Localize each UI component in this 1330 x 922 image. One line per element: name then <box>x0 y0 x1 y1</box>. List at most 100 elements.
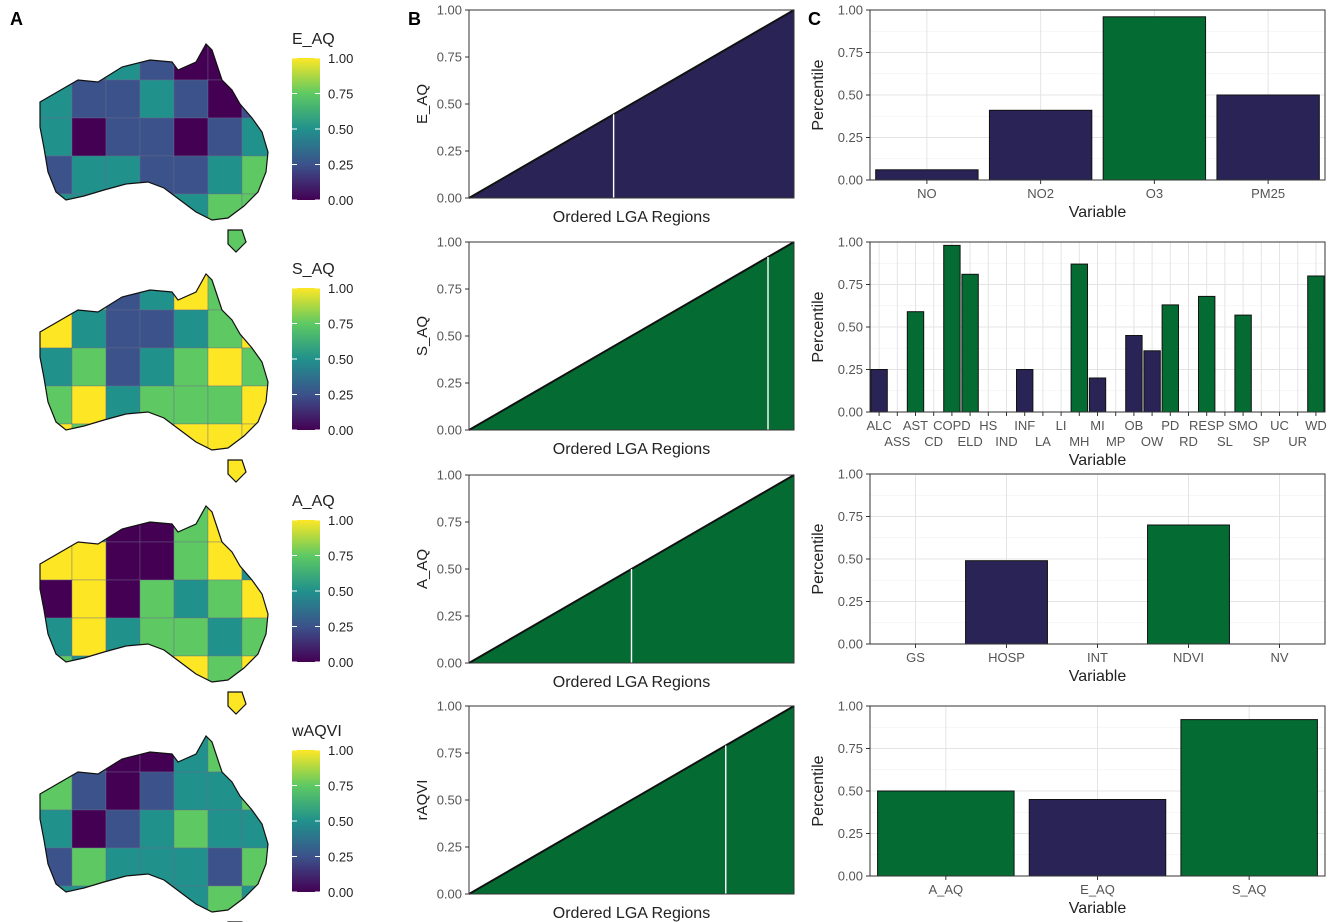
x-axis-label: Ordered LGA Regions <box>553 905 710 922</box>
map-region <box>241 579 268 619</box>
x-tick-label: UC <box>1270 418 1289 433</box>
y-tick-label: 0.00 <box>437 191 462 206</box>
bar <box>1088 377 1107 413</box>
x-axis-label: Variable <box>1069 668 1127 685</box>
map-region <box>40 117 73 157</box>
y-tick-label: 0.50 <box>838 552 863 567</box>
map-region <box>71 579 107 619</box>
map-region <box>71 809 107 849</box>
y-tick-label: 0.75 <box>838 277 863 292</box>
y-tick-label: 0.75 <box>838 509 863 524</box>
colorbar-tick-label: 0.00 <box>328 423 353 438</box>
map-region <box>71 617 107 657</box>
map-region <box>207 809 243 849</box>
y-tick-label: 0.75 <box>437 515 462 530</box>
x-tick-label: RESP <box>1189 418 1224 433</box>
colorbar-tick-label: 0.50 <box>328 122 353 137</box>
y-tick-label: 0.75 <box>838 45 863 60</box>
map-region <box>207 193 243 233</box>
x-axis-label: Variable <box>1069 204 1127 221</box>
choropleth-map-2: S_AQ 1.00 0.75 0.50 0.25 0.00 <box>39 261 353 483</box>
map-region <box>71 309 107 349</box>
y-tick-label: 0.00 <box>437 423 462 438</box>
x-tick-label: PM25 <box>1251 186 1285 201</box>
map-region <box>71 385 107 425</box>
x-tick-label: NO2 <box>1027 186 1054 201</box>
percentile-bar-panels: 0.00 0.25 0.50 0.75 1.00 NO NO2 O3 PM25 Variable P… <box>810 3 1327 918</box>
map-region <box>139 541 175 581</box>
area-chart-4: 0.00 0.25 0.50 0.75 1.00 rAQVI Ordered LGA Reg… <box>414 699 795 922</box>
bar <box>1102 16 1207 181</box>
map-region <box>139 809 175 849</box>
x-tick-label: COPD <box>933 418 971 433</box>
x-axis-label: Ordered LGA Regions <box>553 441 710 458</box>
x-tick-label: IND <box>995 434 1017 449</box>
y-axis-label: A_AQ <box>414 549 431 589</box>
map-region <box>105 541 141 581</box>
x-tick-label: ELD <box>957 434 982 449</box>
colorbar-legend: wAQVI 1.00 0.75 0.50 0.25 0.00 <box>291 723 353 900</box>
map-region <box>207 736 243 773</box>
x-tick-label: SMO <box>1228 418 1258 433</box>
x-tick-label: O3 <box>1146 186 1163 201</box>
y-tick-label: 0.25 <box>838 130 863 145</box>
map-regions <box>40 44 268 252</box>
x-tick-label: AST <box>903 418 928 433</box>
map-region <box>105 79 141 119</box>
bar <box>870 369 888 413</box>
map-region <box>40 309 73 349</box>
colorbar-tick-label: 0.00 <box>328 193 353 208</box>
bar-chart-2: 0.00 0.25 0.50 0.75 1.00 ALCASSASTCDCOPDELDHS… <box>810 235 1327 470</box>
map-region <box>241 655 268 695</box>
map-region <box>105 885 141 922</box>
area-chart-1: 0.00 0.25 0.50 0.75 1.00 E_AQ Ordered LGA Regi… <box>414 3 795 226</box>
map-region <box>40 44 73 81</box>
map-region <box>139 309 175 349</box>
x-axis-label: Variable <box>1069 900 1127 917</box>
map-region <box>241 274 268 311</box>
x-tick-label: INF <box>1014 418 1035 433</box>
x-tick-label: CD <box>924 434 943 449</box>
bar <box>965 560 1048 645</box>
colorbar-tick-label: 0.50 <box>328 352 353 367</box>
colorbar-tick-label: 1.00 <box>328 513 353 528</box>
map-region <box>173 847 209 887</box>
y-tick-label: 0.25 <box>838 362 863 377</box>
x-tick-label: UR <box>1288 434 1307 449</box>
y-tick-label: 0.50 <box>838 88 863 103</box>
map-region <box>139 655 175 695</box>
bar <box>988 109 1093 181</box>
x-tick-label: MH <box>1069 434 1089 449</box>
map-region <box>40 274 73 311</box>
colorbar-tick-label: 0.00 <box>328 655 353 670</box>
y-tick-label: 0.50 <box>437 329 462 344</box>
bar <box>1234 314 1252 413</box>
map-region <box>71 655 107 695</box>
bar <box>1307 275 1325 413</box>
colorbar-tick-label: 1.00 <box>328 281 353 296</box>
x-tick-label: LI <box>1056 418 1067 433</box>
map-region <box>105 117 141 157</box>
legend-title: wAQVI <box>291 723 342 740</box>
map-region <box>105 423 141 463</box>
y-tick-label: 1.00 <box>437 235 462 250</box>
map-region <box>40 579 73 619</box>
map-region <box>241 809 268 849</box>
map-region <box>173 155 209 195</box>
bar <box>1161 304 1179 413</box>
map-region <box>207 655 243 695</box>
colorbar-tick-label: 0.25 <box>328 620 353 635</box>
area-chart-2: 0.00 0.25 0.50 0.75 1.00 S_AQ Ordered LGA Regi… <box>414 235 795 458</box>
map-region <box>173 274 209 311</box>
colorbar-tick-label: 0.75 <box>328 317 353 332</box>
colorbar-tick-label: 0.75 <box>328 779 353 794</box>
x-tick-label: GS <box>906 650 925 665</box>
map-region <box>241 347 268 387</box>
map-region <box>71 274 107 311</box>
map-region <box>241 117 268 157</box>
x-tick-label: RD <box>1179 434 1198 449</box>
colorbar-tick-label: 1.00 <box>328 743 353 758</box>
map-region <box>139 579 175 619</box>
map-region <box>139 847 175 887</box>
y-axis-label: rAQVI <box>414 780 431 821</box>
